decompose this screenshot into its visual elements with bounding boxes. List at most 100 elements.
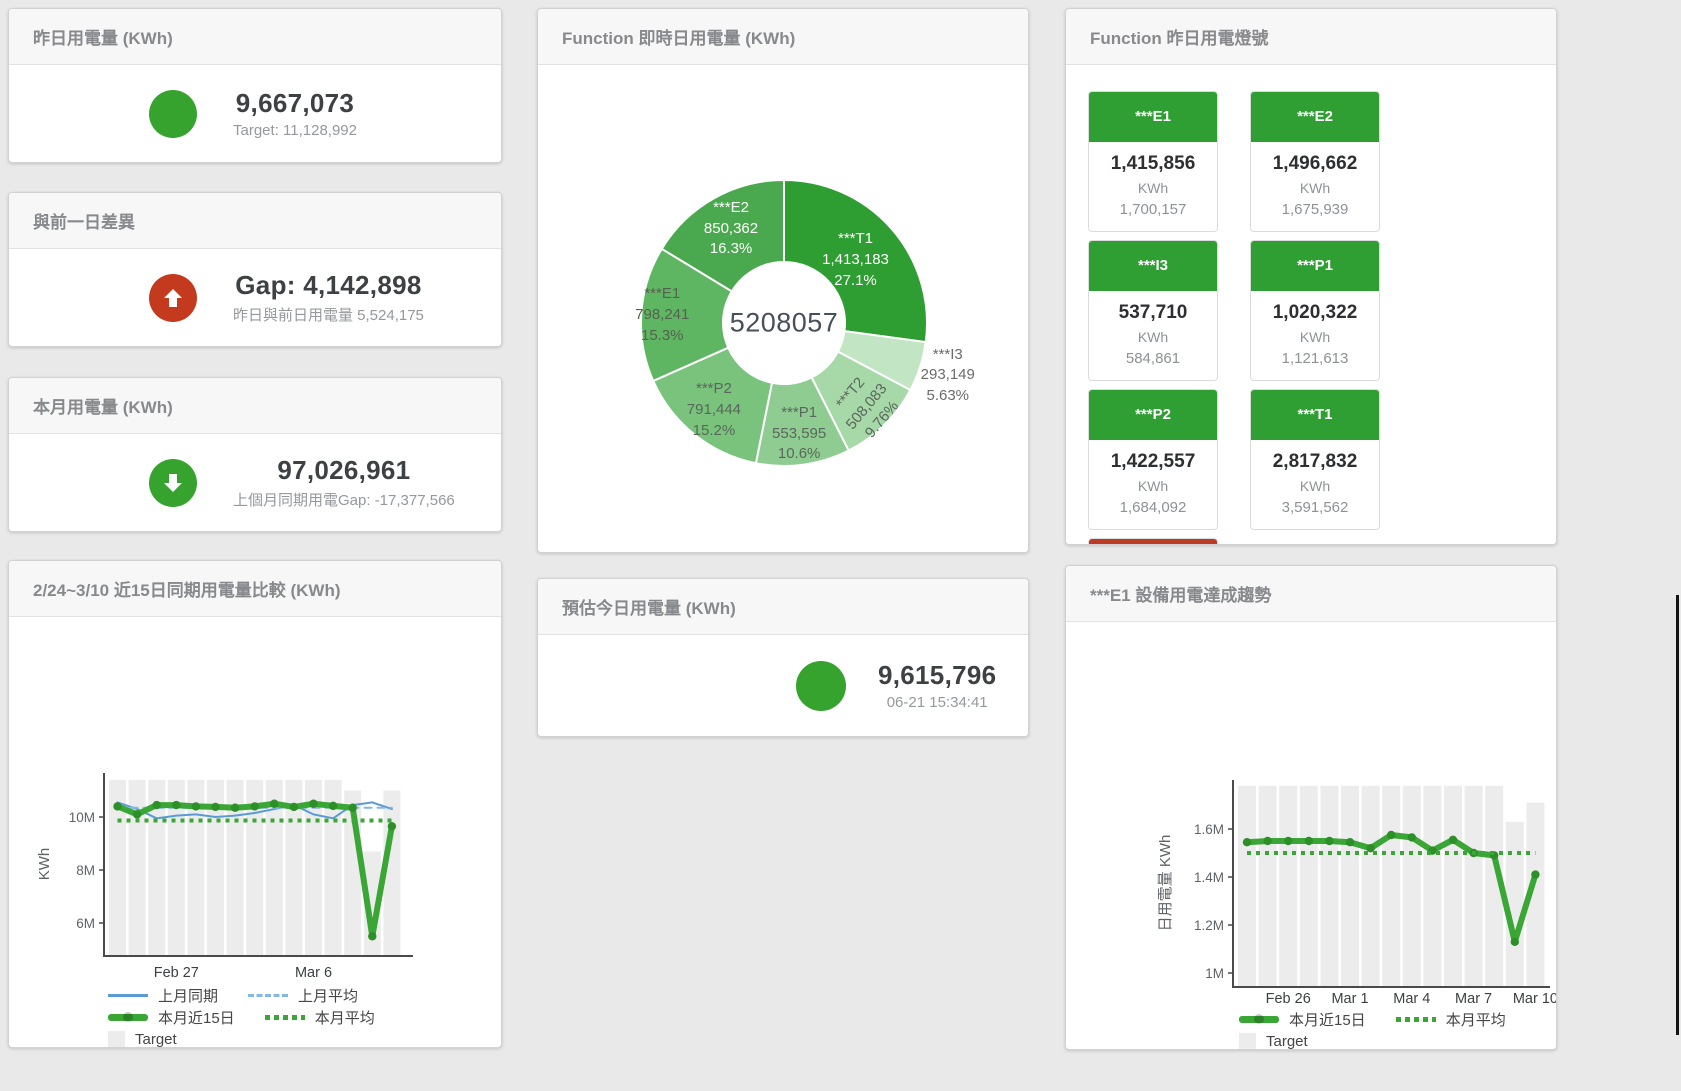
- legend-swatch-dash-icon: [248, 993, 289, 997]
- target-bar: [1361, 785, 1380, 986]
- lamp-tile-target: 1,121,613: [1281, 350, 1349, 367]
- legend-swatch-line-icon: [108, 993, 148, 997]
- target-bar: [207, 779, 224, 955]
- segment-value: 293,149: [920, 366, 975, 384]
- legend-label: Target: [1266, 1032, 1308, 1050]
- card-diff-prev-day: 與前一日差異 Gap: 4,142,898 昨日與前日用電量 5,524,175: [8, 192, 502, 347]
- series-point-marker: [1325, 836, 1334, 846]
- donut-segment-label: ***E1 798,241 15.3%: [635, 284, 689, 346]
- target-bar: [285, 779, 303, 955]
- status-circle-arrow-down-icon: [149, 458, 197, 507]
- chart-body: 1.6M 1.4M 1.2M 1M 日用電量 KWh Feb 26 Mar 1 Mar 4 Ma…: [1066, 622, 1556, 1050]
- donut-segment: [660, 178, 785, 293]
- kpi-body: 97,026,961 上個月同期用電Gap: -17,377,566: [9, 434, 501, 531]
- lamp-tile-unit: KWh: [1137, 329, 1169, 345]
- kpi-text: 97,026,961 上個月同期用電Gap: -17,377,566: [233, 455, 455, 510]
- segment-percent: 27.1%: [834, 271, 877, 289]
- segment-value: 791,444: [686, 401, 742, 419]
- lamp-tile-value: 1,020,322: [1272, 302, 1358, 323]
- lamp-tile-body: 1,020,322 KWh 1,121,613: [1251, 291, 1379, 380]
- lamp-tile: ***I3 537,710 KWh 584,861: [1088, 240, 1218, 381]
- lamp-tile-body: 1,422,557 KWh 1,684,092: [1089, 440, 1217, 529]
- legend-item: 本月近15日: [1239, 1009, 1366, 1030]
- lamp-tile-unit: KWh: [1299, 180, 1331, 196]
- series-point-marker: [1448, 835, 1458, 844]
- legend-label: 本月近15日: [1289, 1011, 1366, 1029]
- lamp-tiles-grid: ***E1 1,415,856 KWh 1,700,157 ***E2 1,496,662…: [1066, 65, 1556, 544]
- target-bar: [1505, 821, 1524, 986]
- panel-edge-divider: [1676, 595, 1679, 1035]
- segment-percent: 15.2%: [692, 421, 736, 439]
- segment-percent: 10.6%: [777, 445, 821, 463]
- series-point-marker: [132, 810, 142, 819]
- donut-segment: [783, 178, 928, 344]
- card-title: ***E1 設備用電達成趨勢: [1090, 586, 1272, 605]
- target-bar: [1341, 785, 1359, 986]
- target-bar: [1279, 785, 1298, 986]
- lamp-tile: ***T2955,212KWh762,358: [1088, 538, 1218, 544]
- target-bar: [167, 779, 185, 955]
- kpi-subtitle: 上個月同期用電Gap: -17,377,566: [233, 492, 455, 509]
- series-point-marker: [1366, 844, 1375, 853]
- target-bar: [187, 779, 205, 955]
- segment-percent: 5.63%: [926, 386, 970, 404]
- lamp-tile-body: 537,710 KWh 584,861: [1089, 291, 1217, 380]
- target-bar: [324, 779, 342, 955]
- segment-name: ***E2: [713, 198, 749, 216]
- target-bar: [305, 779, 322, 955]
- target-bar: [1526, 802, 1545, 986]
- arrow-up-icon: [164, 288, 182, 307]
- x-tick-label: Feb 27: [154, 965, 199, 981]
- series-point-marker: [191, 802, 201, 811]
- target-bar: [226, 779, 244, 955]
- segment-value: 553,595: [772, 424, 827, 442]
- y-tick-label: 6M: [76, 916, 95, 931]
- target-bar: [1382, 785, 1401, 986]
- legend-row: 本月近15日 本月平均: [1239, 1008, 1556, 1030]
- kpi-value: 9,615,796: [878, 660, 997, 690]
- target-bar: [1402, 785, 1421, 986]
- lamp-tile-value: 2,817,832: [1272, 451, 1358, 472]
- series-point-marker: [348, 803, 357, 812]
- series-point-marker: [368, 932, 377, 941]
- lamp-tile: ***P2 1,422,557 KWh 1,684,092: [1088, 389, 1218, 530]
- card-title: 2/24~3/10 近15日同期用電量比較 (KWh): [33, 581, 341, 600]
- card-title: 昨日用電量 (KWh): [33, 29, 173, 48]
- card-e1-trend-chart: ***E1 設備用電達成趨勢 1.6M 1.4M 1.2M 1M 日用電量 KWh Feb…: [1065, 565, 1557, 1050]
- series-point-marker: [309, 799, 318, 808]
- series-point-marker: [1284, 836, 1293, 846]
- target-bar: [1258, 785, 1277, 986]
- lamp-tile-header: ***T2: [1089, 539, 1217, 544]
- chart-legend: 上月同期 上月平均 本月近15日 本月平均 Target: [108, 984, 501, 1047]
- lamp-tile-value: 1,415,856: [1110, 153, 1196, 174]
- target-bar: [246, 779, 264, 955]
- lamp-tile-target: 584,861: [1125, 350, 1181, 367]
- series-point-marker: [1345, 838, 1355, 847]
- chart-body: 10M 8M 6M KWh Feb 27 Mar 6 上月同期 上月平均 本月近15日 本月平均…: [9, 617, 501, 1047]
- kpi-value: Gap: 4,142,898: [235, 270, 422, 300]
- series-point-marker: [289, 802, 299, 812]
- series-point-marker: [172, 800, 181, 810]
- card-header: Function 昨日用電燈號: [1066, 9, 1556, 65]
- series-point-marker: [328, 801, 338, 811]
- kpi-subtitle: 昨日與前日用電量 5,524,175: [233, 307, 424, 324]
- segment-name: ***I3: [932, 345, 963, 363]
- kpi-body: 9,667,073 Target: 11,128,992: [9, 65, 501, 162]
- legend-swatch-thick-icon: [108, 1012, 148, 1022]
- card-title: 與前一日差異: [33, 213, 135, 232]
- donut-center-total: 5208057: [729, 307, 839, 338]
- donut-segment-label: ***T1 1,413,183 27.1%: [822, 229, 889, 291]
- target-bar: [1485, 785, 1504, 986]
- donut-segment-label: ***I3 293,149 5.63%: [921, 345, 975, 407]
- lamp-tile: ***T1 2,817,832 KWh 3,591,562: [1250, 389, 1380, 530]
- lamp-tile-unit: KWh: [1299, 478, 1331, 494]
- segment-name: ***P2: [695, 380, 732, 398]
- series-point-marker: [1263, 836, 1272, 846]
- card-header: 昨日用電量 (KWh): [9, 9, 501, 65]
- comparison-line-chart: 10M 8M 6M KWh Feb 27 Mar 6: [36, 773, 413, 981]
- status-circle-icon: [149, 89, 197, 138]
- series-point-marker: [211, 802, 220, 812]
- y-tick-label: 10M: [69, 810, 95, 825]
- lamp-tile-unit: KWh: [1137, 478, 1169, 494]
- lamp-tile-body: 1,496,662 KWh 1,675,939: [1251, 142, 1379, 231]
